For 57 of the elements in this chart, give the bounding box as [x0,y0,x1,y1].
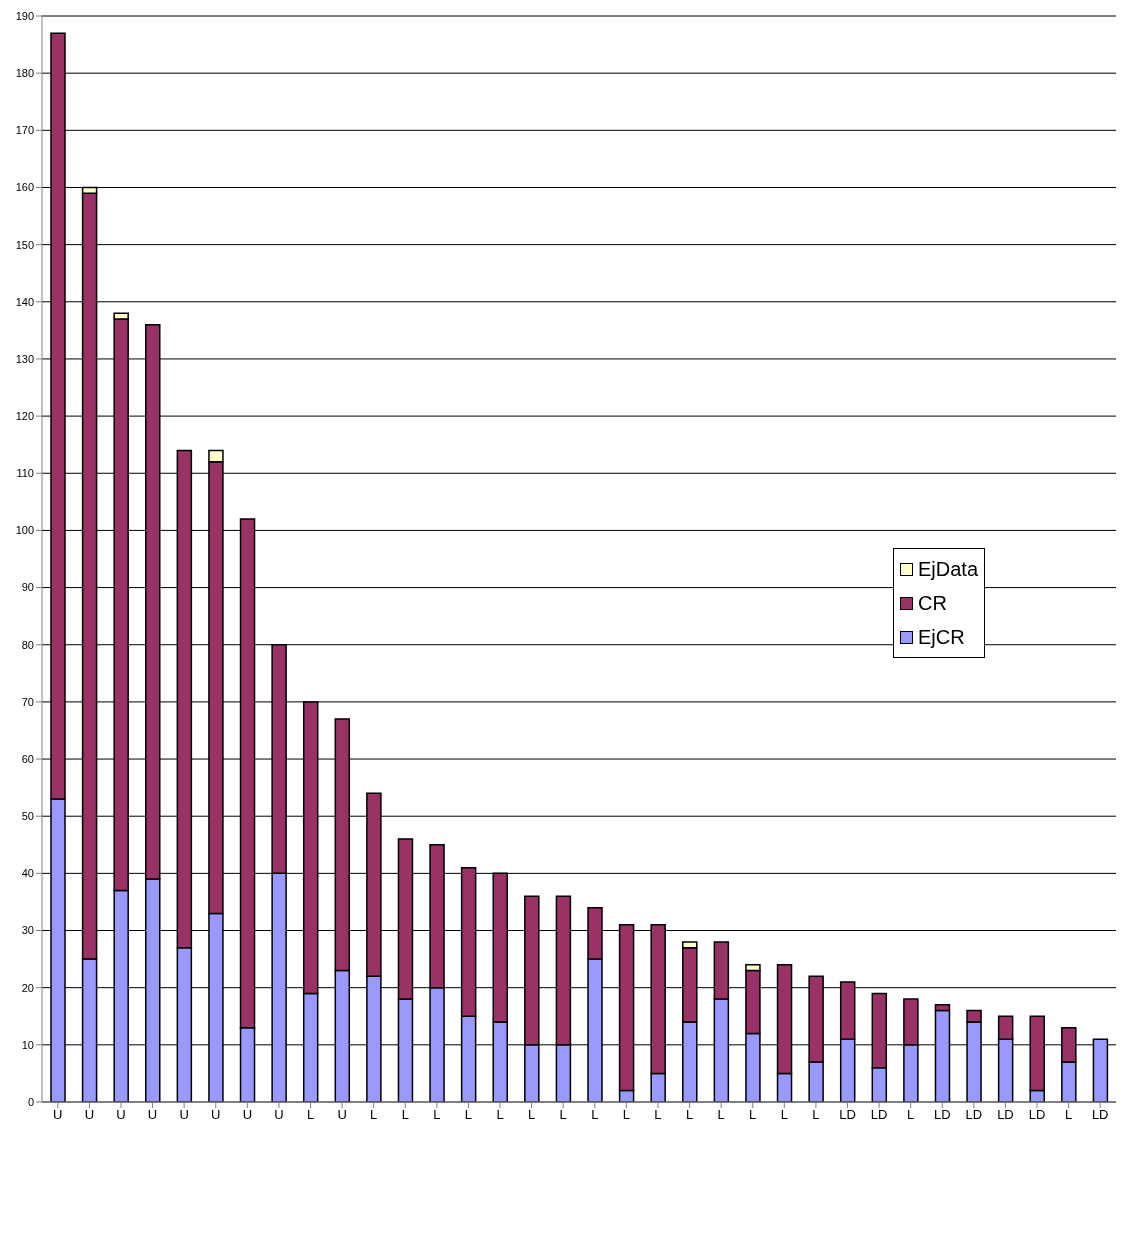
x-tick-label: LD [1091,1107,1109,1123]
x-tick-label: U [147,1107,158,1123]
y-tick-label: 180 [15,67,34,80]
x-tick-label: U [337,1107,347,1123]
y-tick-label: 30 [21,924,34,937]
y-tick-label: 50 [21,810,34,823]
x-tick-label: L [717,1107,725,1123]
legend-label: CR [918,591,947,615]
x-tick-label: L [306,1107,315,1123]
x-tick-label: U [179,1107,189,1123]
x-tick-label: L [654,1107,662,1123]
x-tick-label: LD [933,1107,951,1123]
y-tick-label: 90 [21,581,34,594]
x-tick-label: U [53,1107,63,1123]
y-tick-label: 120 [15,410,34,423]
x-tick-label: L [433,1107,441,1123]
x-tick-label: L [685,1107,694,1123]
y-tick-label: 100 [15,524,34,537]
x-tick-label: LD [965,1107,983,1123]
x-tick-label: L [496,1107,504,1123]
x-tick-label: LD [997,1107,1014,1123]
y-tick-label: 110 [16,467,34,480]
legend-label: EjCR [918,625,965,649]
x-tick-label: L [528,1107,536,1123]
x-tick-label: L [907,1107,915,1123]
y-tick-label: 140 [15,295,34,308]
x-tick-label: LD [1028,1107,1046,1123]
x-tick-label: L [622,1107,630,1123]
x-tick-label: LD [839,1107,856,1123]
x-tick-label: L [464,1107,473,1123]
y-tick-label: 80 [21,638,34,651]
y-tick-label: 170 [15,124,34,137]
x-tick-label: U [242,1107,253,1123]
x-tick-label: U [211,1107,221,1123]
y-tick-label: 20 [21,981,34,994]
x-tick-label: U [274,1107,284,1123]
x-tick-label: L [559,1107,567,1123]
x-tick-label: L [780,1107,788,1123]
x-tick-label: L [370,1107,378,1123]
y-tick-label: 40 [21,867,34,880]
y-tick-label: 60 [21,752,34,765]
y-tick-label: 130 [15,352,34,365]
y-tick-label: 190 [15,9,34,22]
x-tick-label: L [1065,1107,1073,1123]
x-tick-label: LD [870,1107,888,1123]
x-tick-label: U [116,1107,126,1123]
y-tick-label: 150 [15,238,34,251]
x-tick-label: L [812,1107,820,1123]
y-tick-label: 0 [27,1095,34,1108]
y-tick-label: 70 [21,695,34,708]
legend-label: EjData [918,557,979,581]
x-tick-label: L [591,1107,599,1123]
y-tick-label: 10 [21,1038,34,1051]
x-tick-label: L [401,1107,409,1123]
x-tick-label: U [84,1107,95,1123]
y-tick-label: 160 [15,181,34,194]
x-tick-label: L [749,1107,757,1123]
